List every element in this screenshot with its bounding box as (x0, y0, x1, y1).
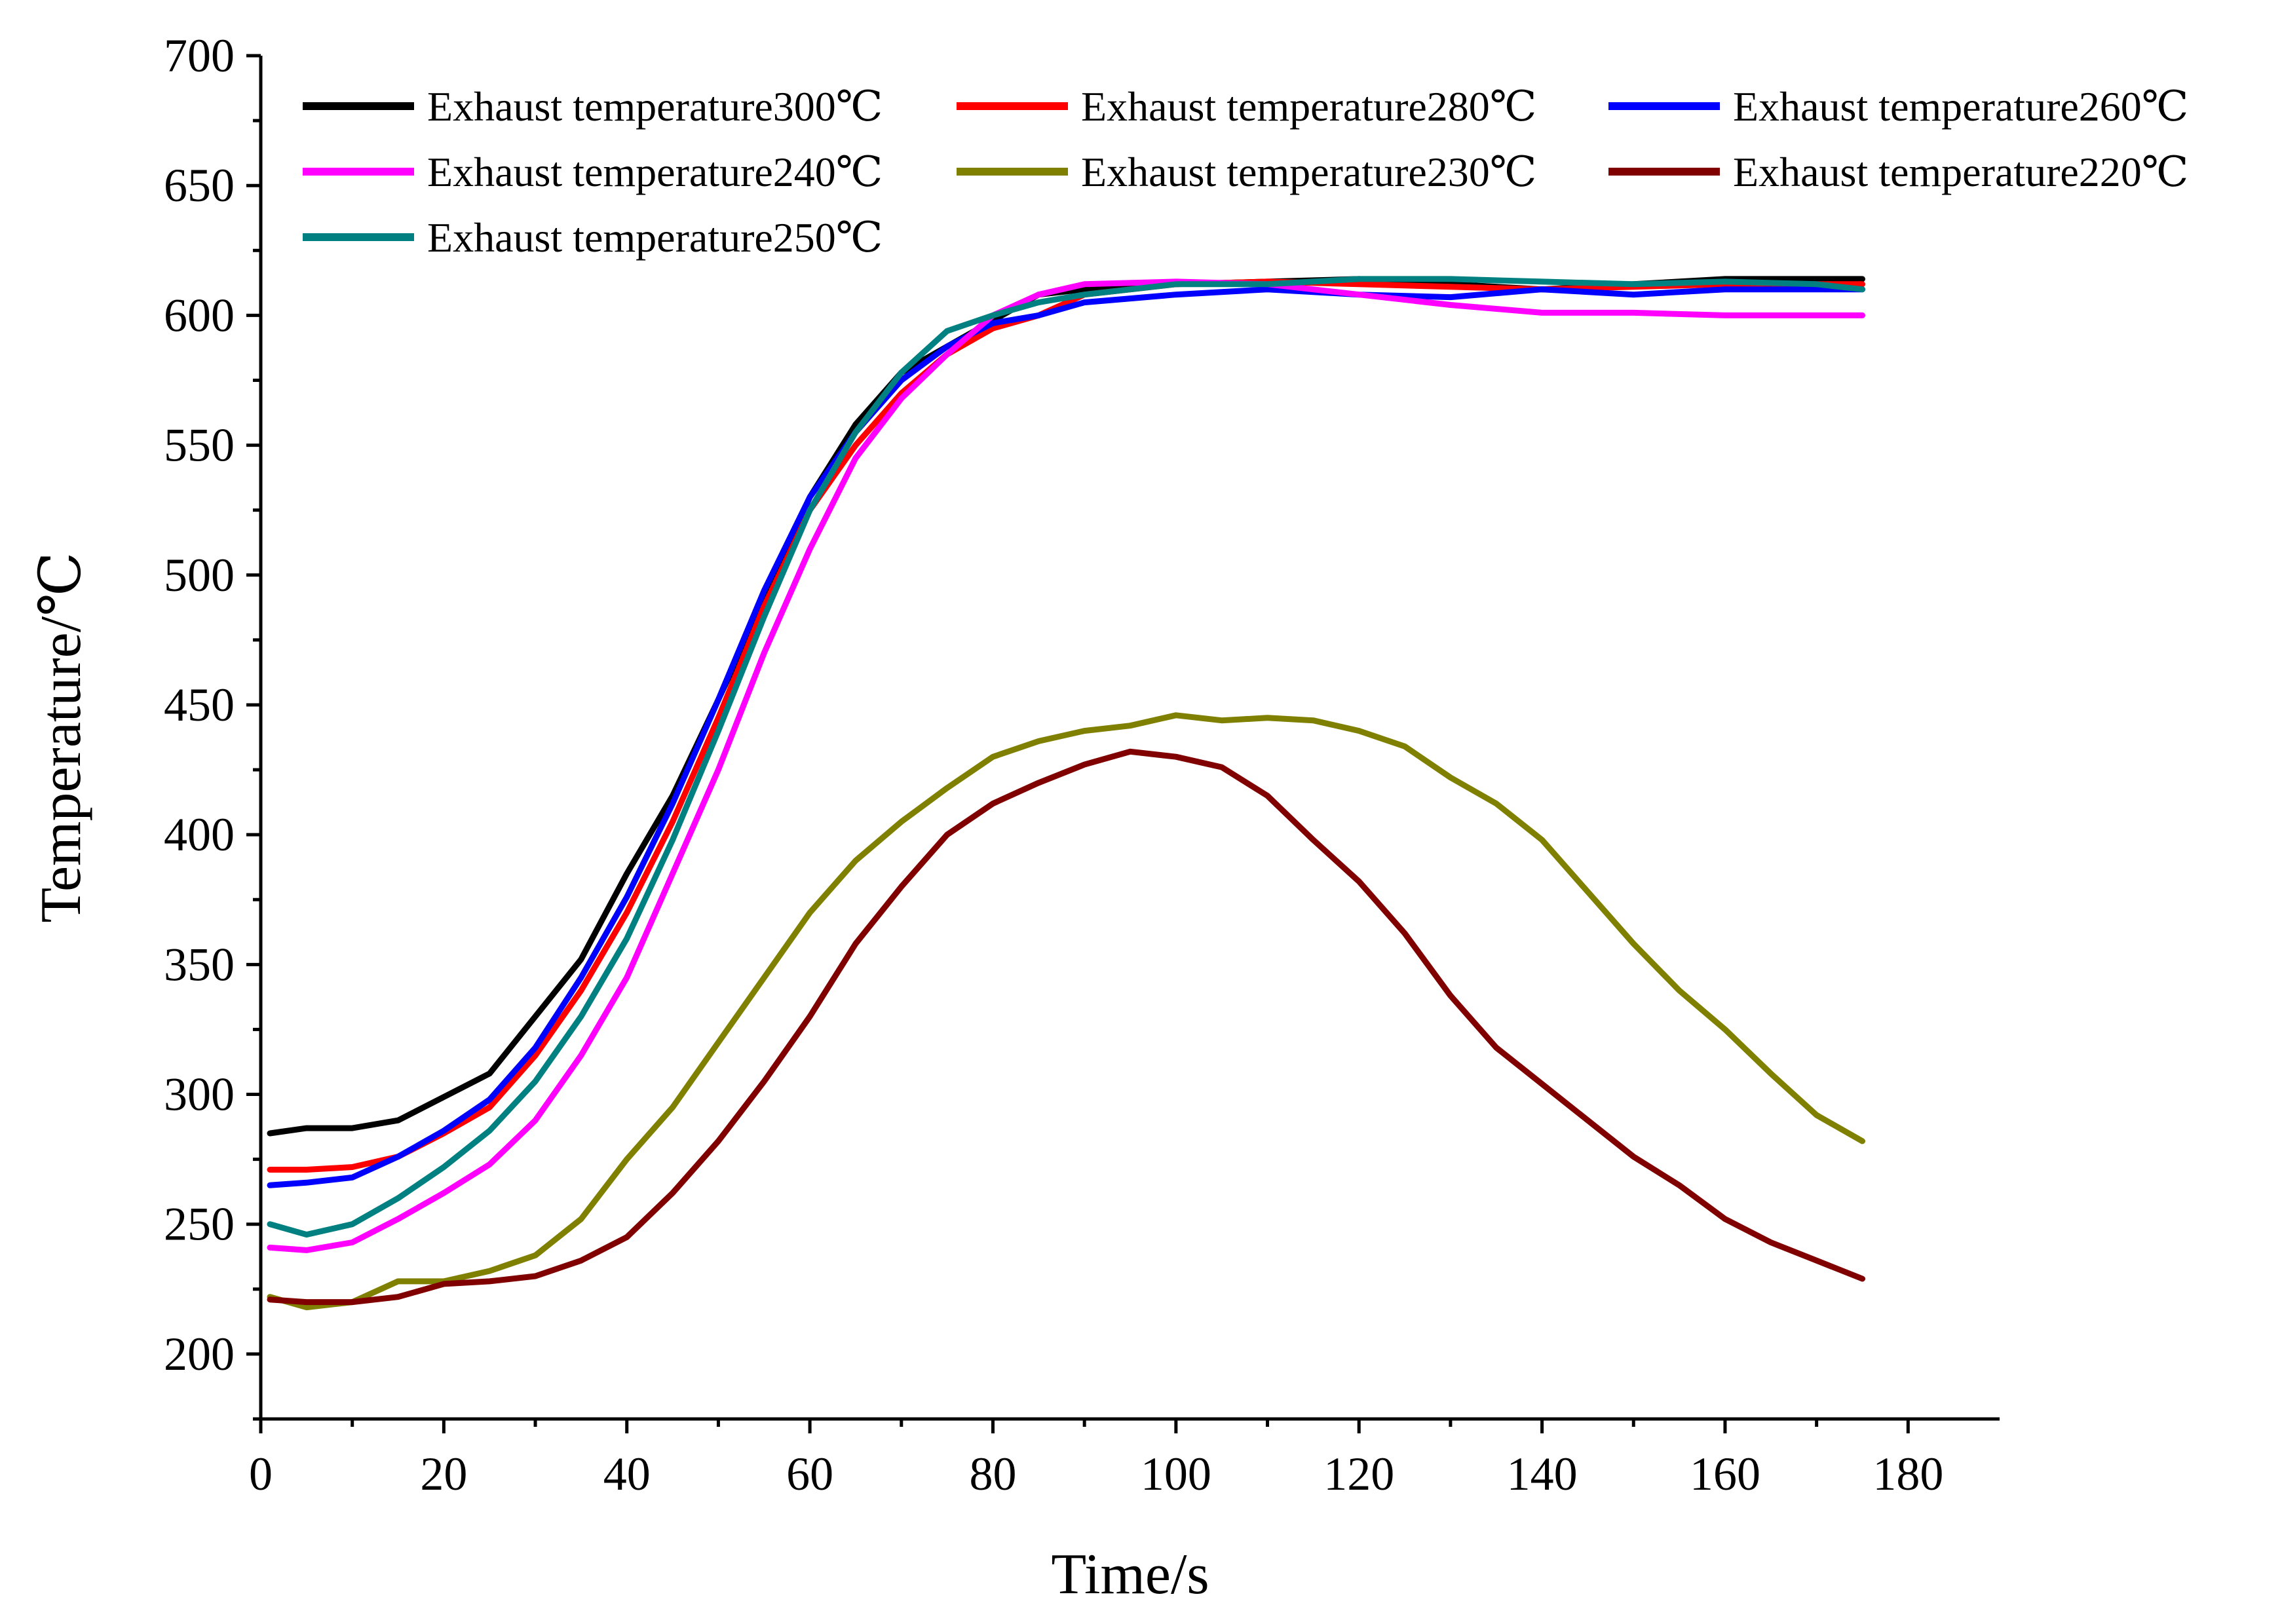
y-tick-label: 250 (164, 1198, 235, 1251)
y-axis-title: Temperature/℃ (29, 552, 93, 922)
legend: Exhaust temperature300℃ Exhaust temperatu… (303, 83, 2188, 261)
x-tick-label: 140 (1507, 1448, 1578, 1500)
y-tick-label: 350 (164, 938, 235, 991)
x-tick-label: 120 (1323, 1448, 1394, 1500)
series-line-0 (267, 276, 1865, 1137)
legend-label-6: Exhaust temperature250℃ (427, 214, 883, 261)
legend-label-1: Exhaust temperature280℃ (1081, 83, 1536, 130)
y-tick-label: 450 (164, 679, 235, 731)
legend-label-4: Exhaust temperature230℃ (1081, 149, 1536, 195)
series-layer (267, 276, 1865, 1311)
series-line-5 (267, 748, 1865, 1306)
series-line-3 (267, 278, 1865, 1253)
x-tick-label: 60 (786, 1448, 833, 1500)
axes: 200 250 300 350 400 450 500 550 600 650 700 0 20 40 60… (164, 29, 2000, 1500)
series-line-1 (267, 278, 1865, 1173)
x-tick-label: 80 (969, 1448, 1016, 1500)
x-tick-label: 40 (603, 1448, 651, 1500)
x-tick-label: 20 (420, 1448, 467, 1500)
x-axis-title: Time/s (1051, 1543, 1209, 1606)
y-tick-label: 400 (164, 808, 235, 861)
x-tick-label: 0 (249, 1448, 273, 1500)
y-tick-label: 200 (164, 1328, 235, 1380)
y-tick-label: 500 (164, 549, 235, 601)
y-tick-label: 550 (164, 419, 235, 472)
series-line-6 (267, 276, 1865, 1238)
legend-label-2: Exhaust temperature260℃ (1733, 83, 2188, 130)
y-tick-label: 650 (164, 159, 235, 212)
x-tick-label: 100 (1141, 1448, 1211, 1500)
legend-label-5: Exhaust temperature220℃ (1733, 149, 2188, 195)
y-tick-label: 300 (164, 1068, 235, 1121)
y-tick-label: 700 (164, 29, 235, 82)
legend-label-3: Exhaust temperature240℃ (427, 149, 883, 195)
x-tick-label: 180 (1873, 1448, 1943, 1500)
series-line-4 (267, 712, 1865, 1311)
legend-label-0: Exhaust temperature300℃ (427, 83, 883, 130)
x-tick-label: 160 (1690, 1448, 1760, 1500)
y-tick-label: 600 (164, 289, 235, 341)
